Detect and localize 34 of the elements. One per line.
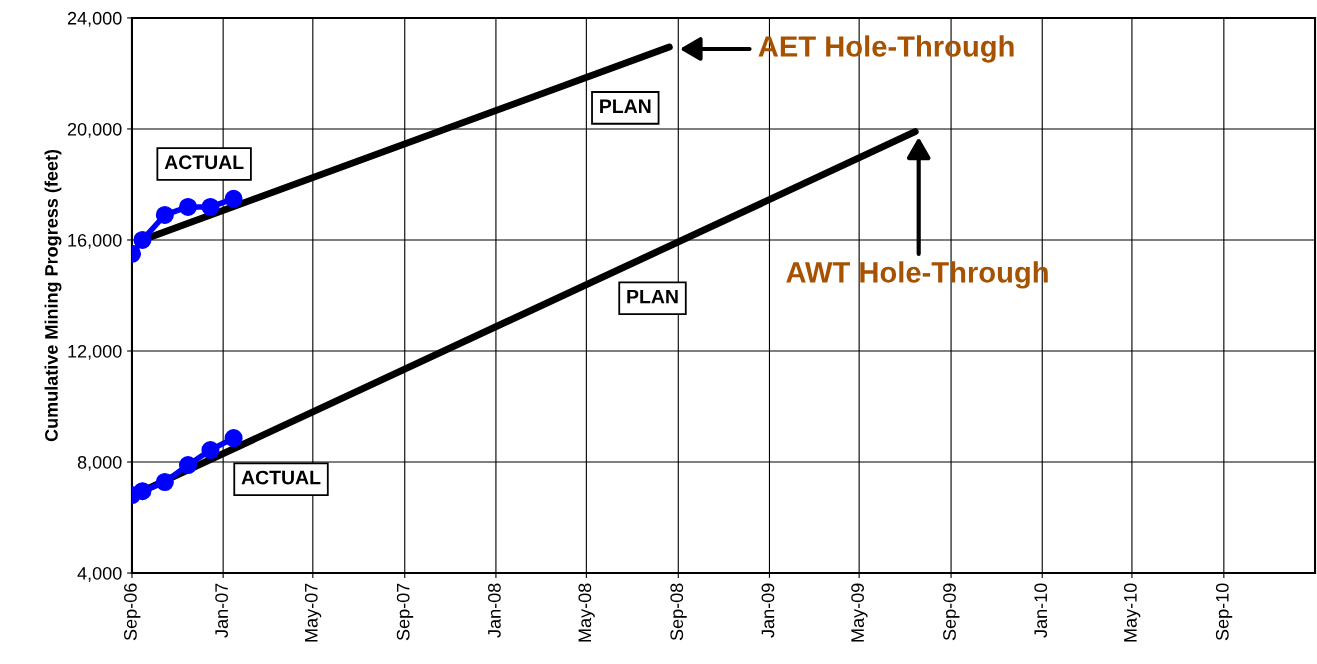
- x-tick-label: Sep-10: [1215, 583, 1233, 641]
- point: [201, 441, 220, 460]
- point: [224, 429, 243, 448]
- annotation: ACTUAL: [164, 155, 244, 170]
- point: [155, 472, 174, 492]
- point: [133, 230, 152, 249]
- x-tick-label: Jan-08: [487, 583, 501, 638]
- x-tick-label: Sep-08: [670, 583, 687, 641]
- x-tick-label: Jan-09: [761, 583, 775, 638]
- y-tick-label: 16,000: [68, 233, 122, 249]
- point: [178, 456, 198, 475]
- x-tick-label: Sep-06: [124, 583, 141, 641]
- point: [224, 189, 243, 208]
- y-tick-label: 24,000: [67, 11, 122, 27]
- point: [155, 205, 174, 225]
- x-tick-label: Jan-10: [1034, 583, 1048, 638]
- x-tick-label: Jan-07: [215, 583, 228, 638]
- y-tick-label: 12,000: [68, 344, 122, 360]
- y-tick-label: 20,000: [67, 122, 122, 138]
- point: [178, 197, 198, 216]
- y-axis-title: Cumulative Mining Progress (feet): [44, 149, 62, 442]
- annotation: PLAN: [600, 99, 651, 113]
- point: [201, 197, 220, 216]
- annotation: ACTUAL: [241, 470, 321, 485]
- y-tick-label: 4,000: [77, 566, 122, 582]
- x-tick-label: May-07: [304, 583, 322, 642]
- x-tick-label: May-09: [851, 583, 868, 642]
- point: [133, 482, 152, 501]
- x-tick-label: Sep-07: [396, 583, 414, 641]
- x-tick-label: May-08: [578, 583, 595, 642]
- x-tick-label: Sep-09: [943, 583, 960, 641]
- x-tick-label: May-10: [1123, 583, 1141, 642]
- annotation: PLAN: [627, 289, 678, 304]
- y-tick-label: 8,000: [77, 455, 122, 471]
